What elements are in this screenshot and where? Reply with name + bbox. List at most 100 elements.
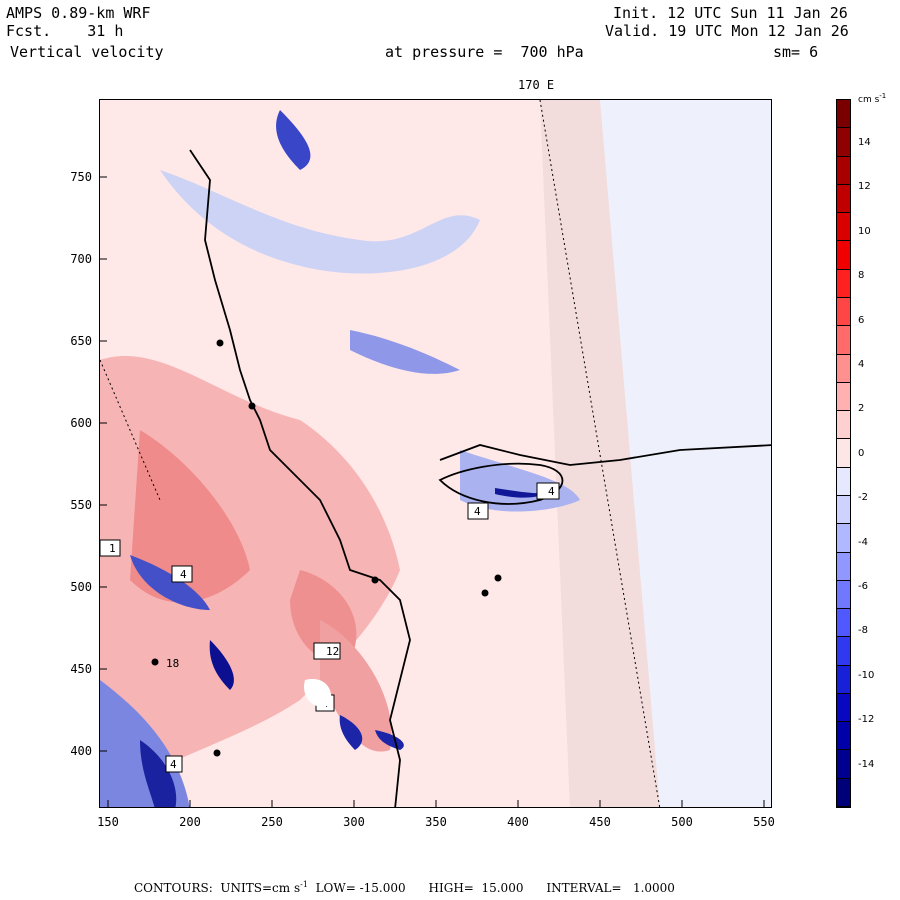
- colorbar-swatch: [837, 411, 850, 440]
- colorbar-swatch: [837, 156, 850, 185]
- station-label-box: 4: [165, 755, 183, 773]
- contours-label: CONTOURS:: [134, 881, 213, 895]
- colorbar-swatch: [837, 637, 850, 666]
- colorbar-swatch: [837, 439, 850, 468]
- fcst-value-text: 31 h: [87, 22, 124, 40]
- station-label-text: 4: [548, 485, 555, 498]
- downdraft-core-southwest: [140, 740, 177, 807]
- colorbar-label: 14: [858, 137, 871, 148]
- station-label-text: 12: [326, 645, 339, 658]
- colorbar-units-exp: -1: [879, 92, 887, 100]
- station-dot: [151, 658, 159, 666]
- forecast-label: Fcst. 31 h: [6, 22, 123, 40]
- y-tick-label: 550: [70, 498, 92, 512]
- station-dot: [371, 576, 379, 584]
- x-tick-label: 400: [507, 815, 529, 829]
- downdraft-north: [160, 170, 480, 274]
- x-tick-label: 150: [97, 815, 119, 829]
- fcst-label-text: Fcst.: [6, 22, 52, 40]
- x-axis-ticks: 150 200 250 300 350 400 450 500 550: [97, 800, 775, 829]
- missing-data-patch: [304, 679, 332, 707]
- station-label-box: 4: [467, 502, 489, 520]
- y-axis-ticks: 750 700 650 600 550 500 450 400: [70, 170, 107, 758]
- colorbar-swatch: [837, 524, 850, 553]
- x-tick-label: 200: [179, 815, 201, 829]
- station-label-text: 1: [109, 542, 116, 555]
- colorbar-units-text: cm s: [858, 95, 880, 105]
- colorbar-label: 0: [858, 447, 865, 459]
- colorbar-swatch: [837, 213, 850, 242]
- station-label-box: 4: [536, 482, 560, 500]
- colorbar-swatch: [837, 269, 850, 298]
- colorbar: [836, 99, 851, 808]
- units-exp: -1: [300, 880, 308, 889]
- station-dot: [216, 339, 224, 347]
- y-tick-label: 650: [70, 334, 92, 348]
- low-value: LOW= -15.000: [315, 881, 406, 895]
- ice-shelf-edge: [439, 444, 771, 466]
- units-label: UNITS=cm s: [220, 881, 301, 895]
- colorbar-swatches: [837, 100, 850, 808]
- colorbar-swatch: [837, 665, 850, 694]
- field-name: Vertical velocity: [10, 43, 164, 61]
- colorbar-label: -10: [858, 669, 875, 681]
- x-tick-label: 250: [261, 815, 283, 829]
- meridian-line-west: [100, 359, 161, 501]
- colorbar-label: 2: [858, 403, 865, 415]
- init-time: Init. 12 UTC Sun 11 Jan 26: [613, 4, 848, 22]
- colorbar-label: -12: [858, 714, 875, 726]
- colorbar-swatch: [837, 552, 850, 581]
- colorbar-swatch: [837, 297, 850, 327]
- colorbar-swatch: [837, 184, 850, 214]
- colorbar-swatch: [837, 580, 850, 610]
- colorbar-swatch: [837, 778, 850, 808]
- station-label-text: 4: [474, 505, 481, 518]
- downdraft-band: [350, 330, 460, 374]
- x-tick-label: 550: [753, 815, 775, 829]
- colorbar-label: -14: [858, 758, 875, 770]
- y-tick-label: 750: [70, 170, 92, 184]
- colorbar-label: 4: [858, 359, 865, 370]
- x-tick-label: 350: [425, 815, 447, 829]
- station-dot: [494, 574, 502, 582]
- smoothing-value: sm= 6: [773, 43, 819, 61]
- station-label-text: 4: [180, 568, 187, 581]
- station-label-text: 4: [170, 758, 177, 771]
- y-tick-label: 400: [70, 744, 92, 758]
- station-label-box: 12: [313, 642, 341, 660]
- coastline-west: [189, 149, 411, 807]
- downdraft-core-north: [276, 110, 311, 170]
- y-tick-label: 450: [70, 662, 92, 676]
- station-label-box: 4: [171, 565, 193, 583]
- downdraft-core-coast-1: [339, 715, 363, 750]
- high-value: HIGH= 15.000: [428, 881, 524, 895]
- valid-time: Valid. 19 UTC Mon 12 Jan 26: [605, 22, 849, 40]
- pressure-level: at pressure = 700 hPa: [385, 43, 584, 61]
- downdraft-core-east: [495, 488, 550, 498]
- colorbar-label: 10: [858, 225, 871, 237]
- colorbar-swatch: [837, 354, 850, 383]
- colorbar-label: -4: [858, 536, 868, 548]
- y-tick-label: 600: [70, 416, 92, 430]
- colorbar-swatch: [837, 382, 850, 412]
- colorbar-swatch: [837, 100, 850, 129]
- island-outline: [438, 462, 564, 505]
- station-dot: [213, 749, 221, 757]
- model-title: AMPS 0.89-km WRF: [6, 4, 151, 22]
- x-tick-label: 500: [671, 815, 693, 829]
- colorbar-swatch: [837, 722, 850, 751]
- colorbar-swatch: [837, 495, 850, 525]
- y-tick-label: 500: [70, 580, 92, 594]
- colorbar-label: -6: [858, 581, 868, 592]
- updraft-core-1: [130, 430, 250, 603]
- colorbar-label: 8: [858, 270, 865, 282]
- x-tick-label: 300: [343, 815, 365, 829]
- map-panel: 1 4 4 4 12 4 4 18: [99, 99, 772, 808]
- colorbar-label: 6: [858, 314, 865, 326]
- interval-value: INTERVAL= 1.0000: [546, 881, 675, 895]
- colorbar-swatch: [837, 609, 850, 638]
- colorbar-swatch: [837, 326, 850, 355]
- meridian-label: 170 E: [518, 78, 555, 92]
- ocean-far-east: [600, 100, 771, 807]
